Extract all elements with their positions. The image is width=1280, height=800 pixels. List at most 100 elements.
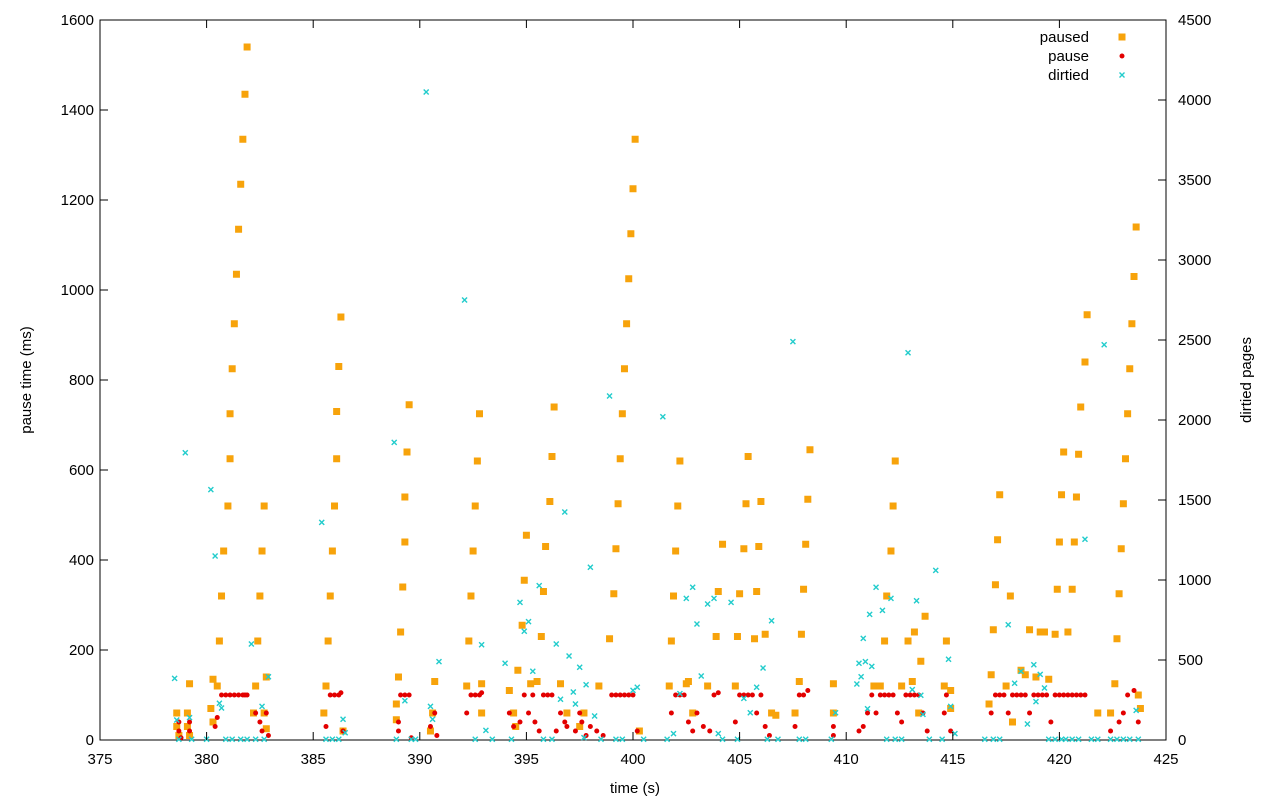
dirtied-point bbox=[1088, 736, 1095, 743]
paused-point bbox=[1113, 635, 1121, 643]
paused-point bbox=[684, 678, 692, 685]
paused-point bbox=[676, 457, 684, 465]
paused-point bbox=[1006, 592, 1014, 600]
paused-point bbox=[887, 547, 895, 555]
pause-point bbox=[577, 710, 583, 716]
dirtied-point bbox=[883, 736, 890, 743]
paused-point bbox=[996, 491, 1004, 499]
dirtied-point bbox=[587, 564, 594, 571]
dirtied-point bbox=[866, 611, 873, 618]
paused-point bbox=[629, 185, 637, 193]
dirtied-point bbox=[939, 736, 946, 743]
dirtied-point bbox=[659, 413, 666, 420]
paused-point bbox=[467, 592, 475, 600]
paused-point bbox=[1032, 673, 1040, 681]
dirtied-point bbox=[171, 675, 178, 682]
pause-point bbox=[749, 692, 755, 698]
pause-point bbox=[406, 692, 412, 698]
paused-point bbox=[262, 725, 270, 733]
pause-point bbox=[924, 728, 930, 734]
paused-point bbox=[392, 700, 400, 708]
paused-point bbox=[1002, 682, 1010, 690]
x-tick-label: 410 bbox=[834, 751, 859, 768]
pause-point bbox=[408, 735, 414, 741]
pause-point bbox=[830, 724, 836, 729]
paused-point bbox=[518, 621, 526, 629]
paused-point bbox=[1068, 585, 1076, 593]
paused-point bbox=[898, 682, 906, 690]
dirtied-point bbox=[598, 736, 605, 743]
pause-point bbox=[332, 692, 338, 698]
paused-point bbox=[207, 705, 215, 712]
dirtied-point bbox=[591, 713, 598, 719]
dirtied-point bbox=[689, 584, 696, 591]
pause-point bbox=[227, 692, 233, 698]
paused-point bbox=[1055, 538, 1063, 546]
paused-point bbox=[394, 673, 402, 681]
legend-marker-pause bbox=[1119, 53, 1125, 59]
paused-point bbox=[733, 633, 741, 640]
dirtied-point bbox=[502, 660, 509, 667]
dirtied-point bbox=[740, 695, 747, 702]
paused-point bbox=[806, 446, 814, 454]
pause-point bbox=[801, 692, 807, 698]
paused-point bbox=[1058, 491, 1066, 499]
pause-point bbox=[1078, 692, 1084, 698]
dirtied-point bbox=[828, 736, 835, 743]
plot-frame bbox=[99, 19, 1167, 741]
paused-point bbox=[220, 547, 228, 555]
dirtied-point bbox=[753, 684, 760, 691]
dirtied-point bbox=[747, 709, 754, 716]
pause-point bbox=[745, 692, 751, 698]
dirtied-point bbox=[1005, 621, 1012, 628]
pause-point bbox=[323, 724, 329, 729]
x-tick-label: 415 bbox=[940, 751, 965, 768]
paused-point bbox=[1036, 628, 1044, 636]
dirtied-point bbox=[909, 686, 916, 693]
pause-point bbox=[506, 710, 512, 716]
paused-point bbox=[557, 680, 565, 688]
dirtied-point bbox=[391, 439, 398, 446]
pause-point bbox=[1018, 692, 1024, 698]
dirtied-point bbox=[393, 736, 400, 743]
dirtied-point bbox=[879, 607, 886, 614]
paused-point bbox=[426, 727, 434, 735]
paused-point bbox=[772, 711, 780, 719]
paused-point bbox=[252, 682, 260, 690]
dirtied-point bbox=[612, 736, 619, 743]
pause-point bbox=[259, 728, 265, 734]
paused-point bbox=[917, 657, 925, 665]
paused-point bbox=[1060, 448, 1068, 456]
paused-point bbox=[224, 502, 232, 510]
pause-point bbox=[911, 692, 917, 698]
y-tick-label: 600 bbox=[69, 462, 94, 479]
dirtied-point bbox=[182, 449, 189, 456]
dirtied-point bbox=[188, 736, 195, 743]
paused-point bbox=[539, 588, 547, 595]
paused-point bbox=[226, 455, 234, 463]
pause-point bbox=[468, 692, 474, 698]
dirtied-point bbox=[186, 714, 193, 721]
paused-point bbox=[665, 682, 673, 690]
paused-point bbox=[1132, 223, 1140, 231]
pause-point bbox=[526, 710, 532, 716]
pause-point bbox=[1108, 728, 1114, 734]
paused-point bbox=[1072, 493, 1080, 501]
paused-point bbox=[537, 633, 545, 640]
dirtied-point bbox=[853, 681, 860, 687]
dirtied-point bbox=[1101, 341, 1108, 348]
paused-point bbox=[1075, 450, 1083, 458]
paused-point bbox=[921, 612, 929, 620]
y2-tick-label: 0 bbox=[1178, 732, 1186, 749]
pause-point bbox=[609, 692, 615, 698]
dirtied-point bbox=[318, 519, 325, 526]
paused-point bbox=[795, 678, 803, 685]
paused-point bbox=[213, 682, 221, 690]
dirtied-point bbox=[261, 736, 268, 743]
pause-point bbox=[244, 692, 250, 698]
dirtied-point bbox=[926, 736, 933, 743]
paused-point bbox=[881, 637, 889, 645]
paused-point bbox=[670, 592, 678, 600]
paused-point bbox=[1117, 545, 1125, 553]
paused-point bbox=[712, 633, 720, 640]
